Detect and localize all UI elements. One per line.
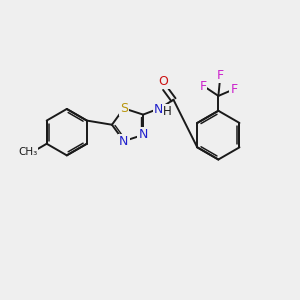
Text: CH₃: CH₃ — [18, 147, 38, 157]
Text: F: F — [230, 82, 237, 96]
Text: F: F — [216, 69, 224, 82]
Text: H: H — [163, 105, 171, 118]
Text: N: N — [119, 135, 129, 148]
Text: O: O — [159, 75, 169, 88]
Text: S: S — [120, 102, 128, 115]
Text: N: N — [139, 128, 148, 141]
Text: N: N — [154, 103, 163, 116]
Text: F: F — [199, 80, 206, 93]
